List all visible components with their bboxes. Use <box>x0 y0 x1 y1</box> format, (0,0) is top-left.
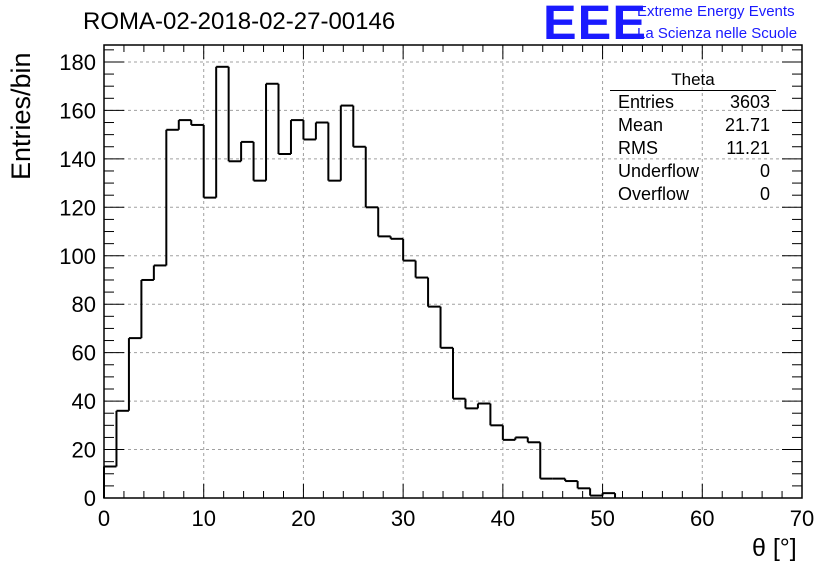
stats-row-underflow: Underflow 0 <box>610 160 776 183</box>
stats-label: Entries <box>618 92 675 112</box>
y-tick-label: 20 <box>72 438 96 463</box>
stats-row-mean: Mean 21.71 <box>610 114 776 137</box>
stats-label: Overflow <box>618 184 690 204</box>
stats-title: Theta <box>610 70 776 91</box>
stats-value: 21.71 <box>724 115 770 135</box>
y-tick-label: 160 <box>59 98 96 123</box>
y-axis: 0 20 40 60 80 100 120 140 160 180 <box>59 49 802 511</box>
x-tick-label: 40 <box>491 506 515 531</box>
logo-line-1: Extreme Energy Events <box>637 3 795 20</box>
logo-line-2: La Scienza nelle Scuole <box>637 25 798 42</box>
y-tick-label: 140 <box>59 147 96 172</box>
y-tick-label: 40 <box>72 389 96 414</box>
stats-value: 11.21 <box>726 138 770 158</box>
histogram-series <box>103 65 617 498</box>
x-tick-label: 20 <box>291 506 315 531</box>
stats-value: 3603 <box>729 92 770 112</box>
x-tick-label: 70 <box>790 506 814 531</box>
stats-row-overflow: Overflow 0 <box>610 183 776 206</box>
plot-frame <box>103 44 803 499</box>
stats-label: Mean <box>618 115 664 135</box>
stats-row-rms: RMS 11.21 <box>610 137 776 160</box>
plot-border <box>103 44 803 499</box>
grid-lines <box>104 45 802 498</box>
y-tick-label: 180 <box>59 50 96 75</box>
y-tick-label: 60 <box>72 341 96 366</box>
x-tick-label: 60 <box>690 506 714 531</box>
stats-value: 0 <box>759 184 770 204</box>
x-axis-label: θ [°] <box>752 534 797 562</box>
stats-row-entries: Entries 3603 <box>610 91 776 114</box>
stats-value: 0 <box>759 161 770 181</box>
x-tick-label: 10 <box>191 506 215 531</box>
stats-label: Underflow <box>618 161 700 181</box>
y-tick-label: 100 <box>59 244 96 269</box>
y-tick-label: 120 <box>59 195 96 220</box>
x-tick-label: 50 <box>590 506 614 531</box>
eee-logo: EEE <box>543 0 647 50</box>
y-tick-label: 0 <box>84 486 96 511</box>
stats-box: Theta Entries 3603 Mean 21.71 RMS 11.21 … <box>610 70 776 206</box>
x-axis: 0 10 20 30 40 50 60 70 <box>98 45 814 531</box>
y-axis-label: Entries/bin <box>6 52 36 180</box>
stats-label: RMS <box>618 138 658 158</box>
y-tick-label: 80 <box>72 292 96 317</box>
x-tick-label: 0 <box>98 506 110 531</box>
chart-title: ROMA-02-2018-02-27-00146 <box>83 8 396 35</box>
x-tick-label: 30 <box>391 506 415 531</box>
